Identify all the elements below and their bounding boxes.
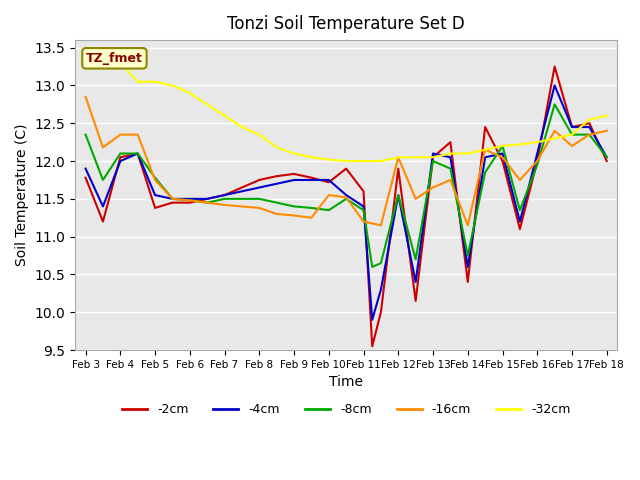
Title: Tonzi Soil Temperature Set D: Tonzi Soil Temperature Set D: [227, 15, 465, 33]
Legend: -2cm, -4cm, -8cm, -16cm, -32cm: -2cm, -4cm, -8cm, -16cm, -32cm: [117, 398, 575, 421]
Y-axis label: Soil Temperature (C): Soil Temperature (C): [15, 124, 29, 266]
X-axis label: Time: Time: [329, 375, 363, 389]
Text: TZ_fmet: TZ_fmet: [86, 52, 143, 65]
